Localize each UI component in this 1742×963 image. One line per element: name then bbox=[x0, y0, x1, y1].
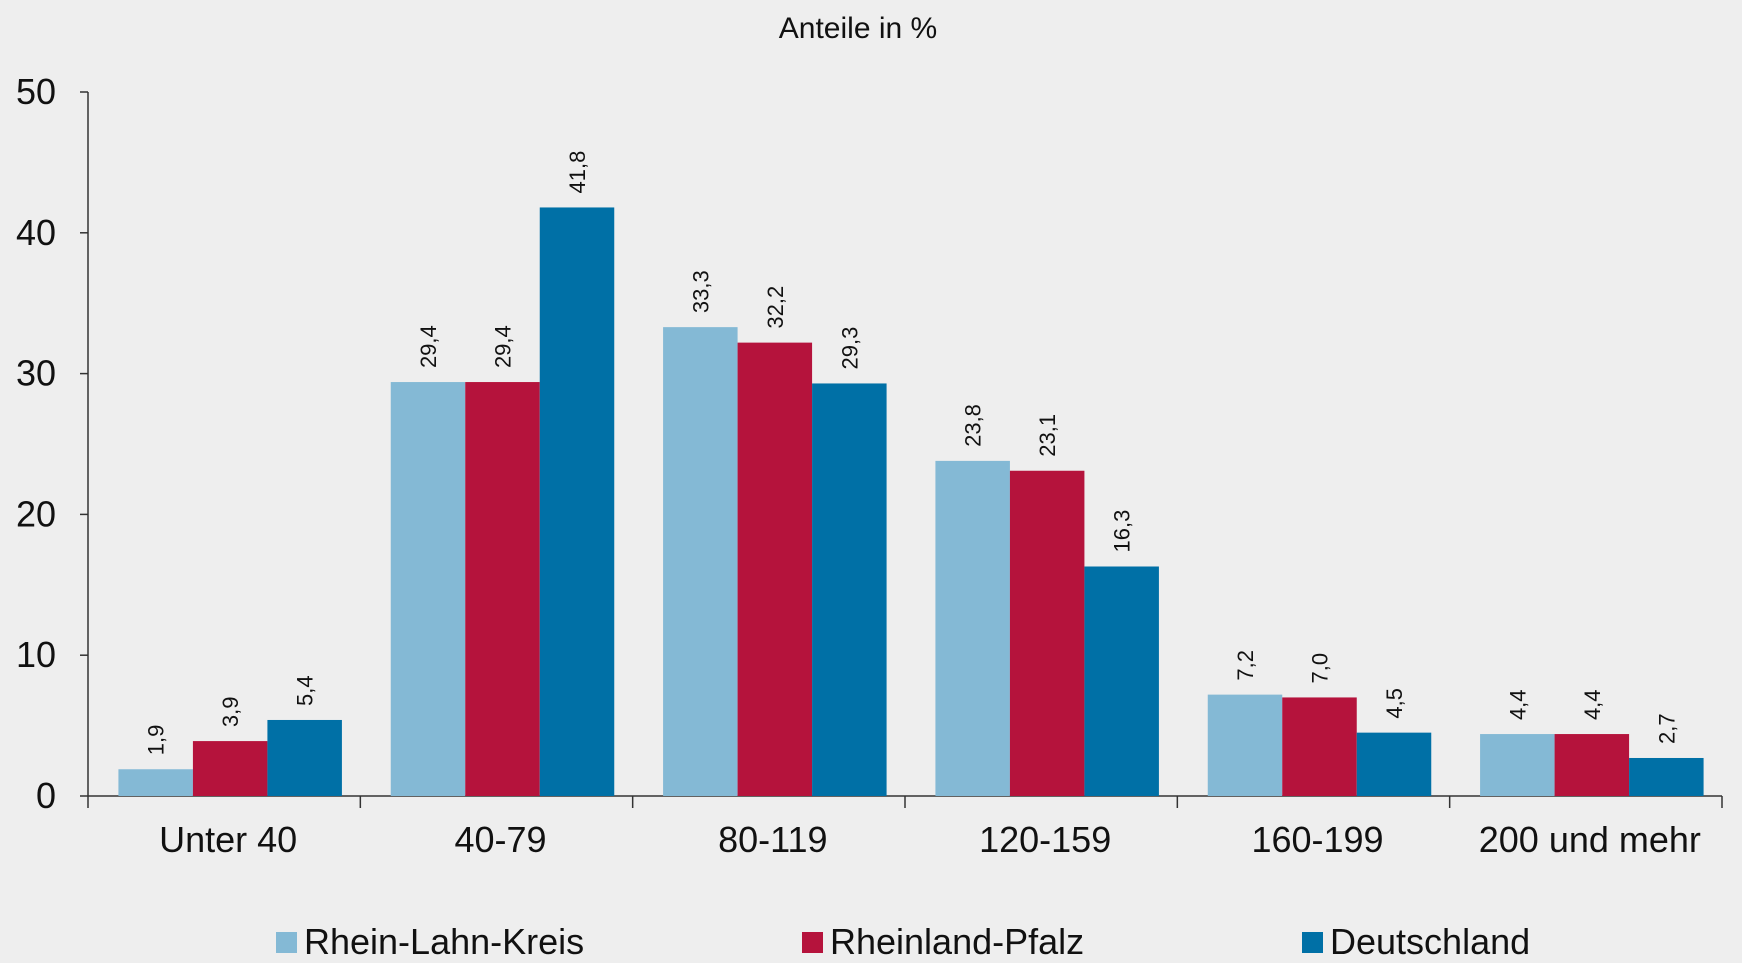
axes: 0 10 20 30 40 50 Unter 40 40-79 80-119 120-159 160… bbox=[16, 71, 1723, 860]
y-tick-label: 50 bbox=[16, 71, 56, 112]
data-label: 7,2 bbox=[1233, 650, 1258, 681]
legend-label: Rhein-Lahn-Kreis bbox=[304, 921, 584, 962]
y-tick-label: 0 bbox=[36, 775, 56, 816]
legend-label: Deutschland bbox=[1330, 921, 1530, 962]
bar bbox=[539, 207, 615, 796]
bar bbox=[1207, 694, 1283, 796]
bar bbox=[390, 382, 466, 796]
y-tick-label: 20 bbox=[16, 493, 56, 534]
bar bbox=[663, 327, 738, 796]
bar bbox=[737, 342, 813, 796]
bar bbox=[1554, 734, 1630, 796]
data-label: 3,9 bbox=[218, 696, 243, 727]
bar bbox=[812, 383, 887, 796]
data-labels: 1,9 3,9 5,4 29,4 29,4 41,8 33,3 32,2 29,3 23,8 23,… bbox=[144, 151, 1680, 756]
data-label: 32,2 bbox=[763, 286, 788, 329]
bar bbox=[935, 460, 1010, 796]
bar bbox=[267, 719, 342, 796]
x-tick-label: 200 und mehr bbox=[1479, 819, 1701, 860]
legend-swatch bbox=[276, 932, 297, 953]
bar bbox=[118, 769, 193, 796]
chart-title: Anteile in % bbox=[779, 12, 937, 45]
data-label: 2,7 bbox=[1654, 713, 1679, 744]
data-label: 23,1 bbox=[1035, 414, 1060, 457]
bar bbox=[1356, 732, 1432, 796]
legend: Rhein-Lahn-Kreis Rheinland-Pfalz Deutschla… bbox=[276, 921, 1530, 962]
data-label: 4,5 bbox=[1382, 688, 1407, 719]
bar bbox=[465, 382, 540, 796]
y-tick-label: 10 bbox=[16, 634, 56, 675]
legend-label: Rheinland-Pfalz bbox=[830, 921, 1084, 962]
bar bbox=[1009, 470, 1085, 796]
legend-swatch bbox=[1302, 932, 1323, 953]
bar bbox=[1480, 734, 1555, 796]
data-label: 1,9 bbox=[144, 725, 169, 756]
x-tick-label: Unter 40 bbox=[159, 819, 297, 860]
x-tick-label: 40-79 bbox=[454, 819, 546, 860]
bar bbox=[1629, 757, 1704, 796]
y-tick-label: 40 bbox=[16, 212, 56, 253]
data-label: 4,4 bbox=[1580, 689, 1605, 720]
data-label: 4,4 bbox=[1505, 689, 1530, 720]
data-label: 29,4 bbox=[491, 325, 516, 368]
data-label: 29,3 bbox=[837, 327, 862, 370]
bars bbox=[118, 207, 1704, 796]
legend-swatch bbox=[802, 932, 823, 953]
data-label: 16,3 bbox=[1110, 510, 1135, 553]
data-label: 29,4 bbox=[416, 325, 441, 368]
bar bbox=[1084, 566, 1159, 796]
x-tick-label: 80-119 bbox=[718, 819, 827, 860]
x-tick-label: 120-159 bbox=[979, 819, 1111, 860]
data-label: 33,3 bbox=[688, 270, 713, 313]
x-tick-label: 160-199 bbox=[1251, 819, 1383, 860]
data-label: 7,0 bbox=[1308, 653, 1333, 684]
bar bbox=[1282, 697, 1357, 796]
y-tick-label: 30 bbox=[16, 353, 56, 394]
data-label: 41,8 bbox=[565, 151, 590, 194]
data-label: 5,4 bbox=[293, 675, 318, 706]
bar bbox=[192, 741, 268, 796]
data-label: 23,8 bbox=[961, 404, 986, 447]
